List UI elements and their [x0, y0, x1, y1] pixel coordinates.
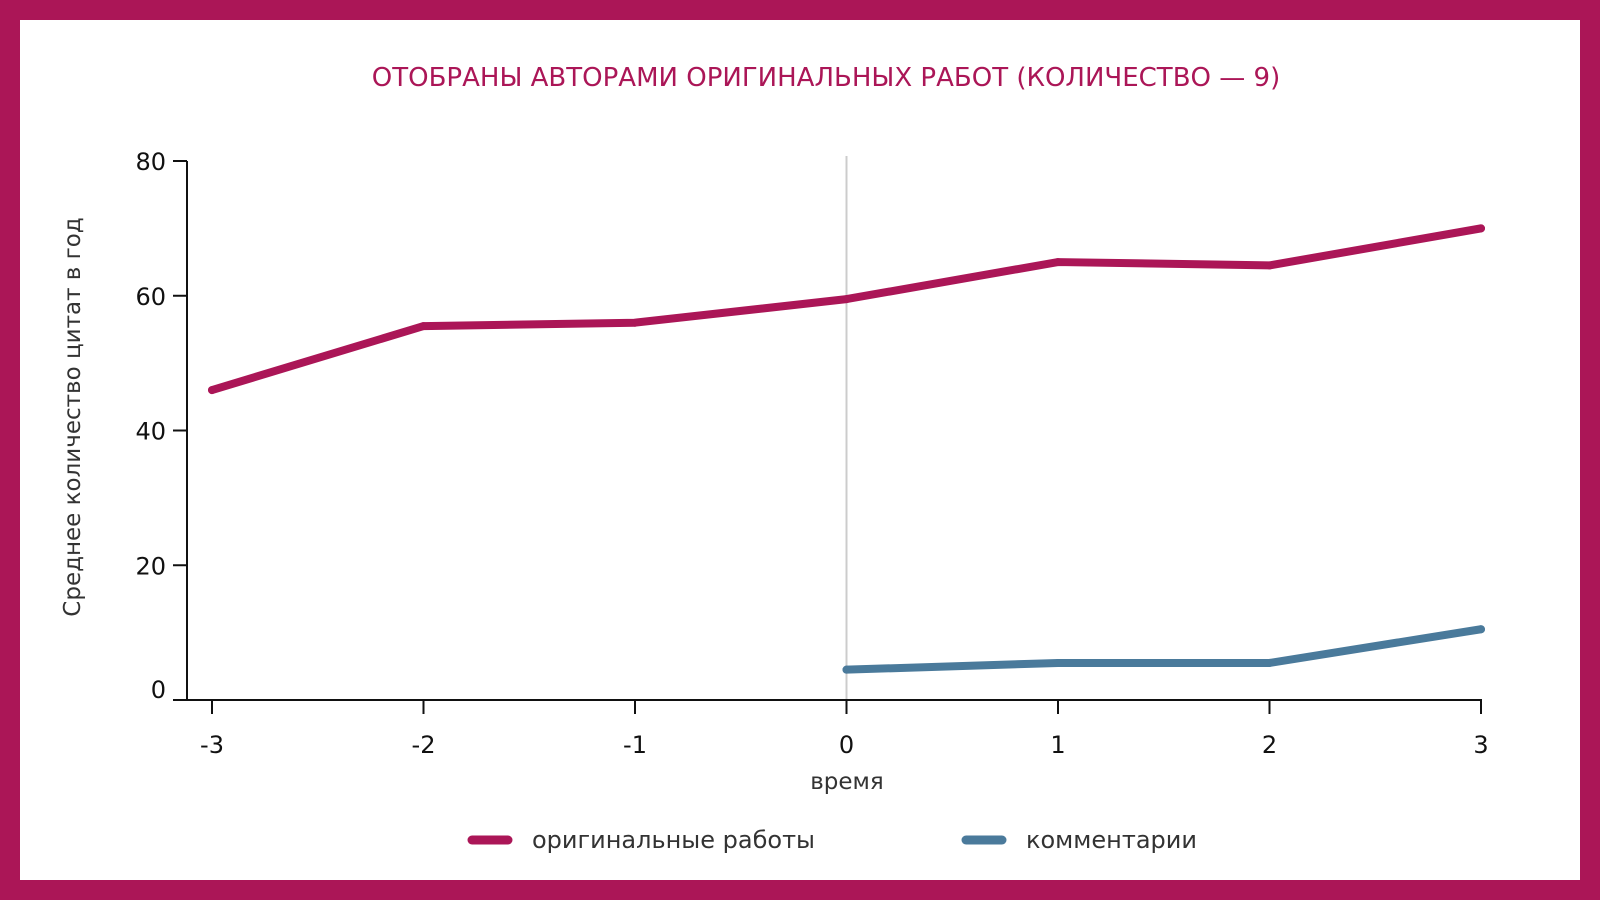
legend: оригинальные работы комментарии — [467, 826, 1197, 854]
x-tick-label: -1 — [623, 731, 647, 759]
data-point — [842, 665, 851, 674]
x-tick-label: 0 — [839, 731, 854, 759]
y-tick-label: 0 — [151, 676, 166, 704]
y-tick-label: 20 — [135, 552, 166, 580]
data-point — [1265, 261, 1274, 270]
legend-label-2: комментарии — [1026, 826, 1197, 854]
series-line-2 — [842, 625, 1485, 674]
data-point — [1477, 224, 1485, 233]
data-point — [419, 322, 428, 331]
x-tick-label: 2 — [1262, 731, 1277, 759]
data-point — [1054, 658, 1062, 667]
y-tick-label: 60 — [135, 283, 166, 311]
data-point — [842, 295, 851, 304]
data-point — [631, 318, 639, 327]
x-tick-label: -3 — [200, 731, 224, 759]
data-point — [208, 386, 216, 395]
y-axis-label: Среднее количество цитат в год — [60, 217, 86, 616]
legend-label-1: оригинальные работы — [532, 826, 815, 854]
x-tick-label: 1 — [1050, 731, 1065, 759]
x-axis-label: время — [810, 769, 884, 795]
y-tick-label: 40 — [135, 418, 166, 446]
data-point — [1265, 658, 1274, 667]
x-tick-label: -2 — [412, 731, 436, 759]
x-tick-label: 3 — [1473, 731, 1488, 759]
data-point — [1477, 625, 1485, 634]
y-tick-label: 80 — [135, 148, 166, 176]
chart-title: ОТОБРАНЫ АВТОРАМИ ОРИГИНАЛЬНЫХ РАБОТ (КО… — [372, 63, 1280, 93]
plot-area: 0 20 40 60 80 -3 -2 -1 0 1 2 3 — [135, 148, 1488, 759]
data-point — [1054, 258, 1062, 267]
